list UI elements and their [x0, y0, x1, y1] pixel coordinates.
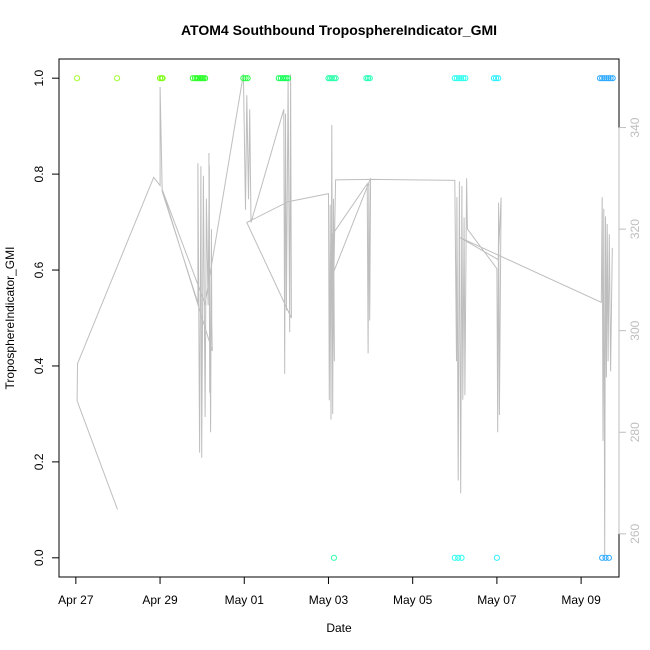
y-tick-label: 0.2 — [32, 453, 46, 470]
data-point — [159, 75, 166, 82]
data-point — [242, 75, 249, 82]
data-point — [284, 75, 292, 82]
data-point — [458, 554, 465, 561]
data-point — [458, 75, 465, 82]
data-point — [493, 554, 500, 561]
right-tick-label: 340 — [628, 117, 642, 137]
data-point — [275, 75, 282, 82]
y-tick-label: 1.0 — [32, 70, 46, 87]
plot-box — [58, 58, 620, 578]
y-tick-label: 0.4 — [32, 357, 46, 374]
x-tick-label: May 03 — [309, 593, 349, 607]
data-point — [455, 554, 462, 561]
data-point — [451, 75, 458, 82]
data-point — [495, 75, 502, 82]
x-axis-label: Date — [326, 621, 352, 635]
secondary-line — [76, 74, 613, 556]
data-point — [328, 75, 335, 82]
data-point — [366, 75, 373, 82]
data-point — [74, 75, 81, 82]
data-point — [609, 75, 616, 82]
data-point — [492, 75, 500, 82]
right-tick-label: 320 — [628, 219, 642, 239]
data-point — [332, 75, 339, 82]
plot-frame — [58, 58, 620, 578]
data-point — [462, 75, 469, 82]
chart-title: ATOM4 Southbound TroposphereIndicator_GM… — [181, 22, 497, 38]
data-point — [607, 75, 614, 82]
data-point — [605, 75, 612, 82]
right-tick-label: 260 — [628, 524, 642, 544]
y-axis: 0.0 0.2 0.4 0.6 0.8 1.0 — [32, 70, 60, 566]
right-axis: 260 280 300 320 340 — [618, 117, 642, 544]
data-point — [596, 75, 604, 82]
y-tick-label: 0.6 — [32, 261, 46, 278]
data-point — [240, 75, 247, 82]
x-tick-label: Apr 27 — [58, 593, 94, 607]
data-point — [114, 75, 121, 82]
data-point — [599, 554, 606, 561]
x-tick-label: Apr 29 — [142, 593, 178, 607]
right-tick-label: 300 — [628, 320, 642, 340]
data-point — [244, 75, 251, 82]
data-point — [451, 554, 458, 561]
data-point — [602, 554, 609, 561]
data-point — [460, 75, 467, 82]
data-point — [455, 75, 463, 82]
data-points — [74, 75, 616, 561]
y-axis-label: TroposphereIndicator_GMI — [3, 247, 17, 390]
x-tick-label: May 01 — [225, 593, 265, 607]
secondary-line-series — [76, 74, 613, 556]
x-tick-label: May 05 — [393, 593, 433, 607]
x-axis: Apr 27 Apr 29 May 01 May 03 May 05 May 07 May … — [58, 576, 601, 607]
data-point — [330, 554, 338, 561]
data-point — [453, 75, 460, 82]
x-tick-label: May 09 — [561, 593, 601, 607]
y-tick-label: 0.8 — [32, 165, 46, 182]
data-point — [603, 75, 610, 82]
data-point — [599, 75, 606, 82]
data-point — [490, 75, 498, 82]
data-point — [605, 554, 612, 561]
data-point — [202, 75, 209, 82]
x-tick-label: May 07 — [477, 593, 517, 607]
right-tick-label: 280 — [628, 422, 642, 442]
y-tick-label: 0.0 — [32, 549, 46, 566]
data-point — [601, 75, 608, 82]
